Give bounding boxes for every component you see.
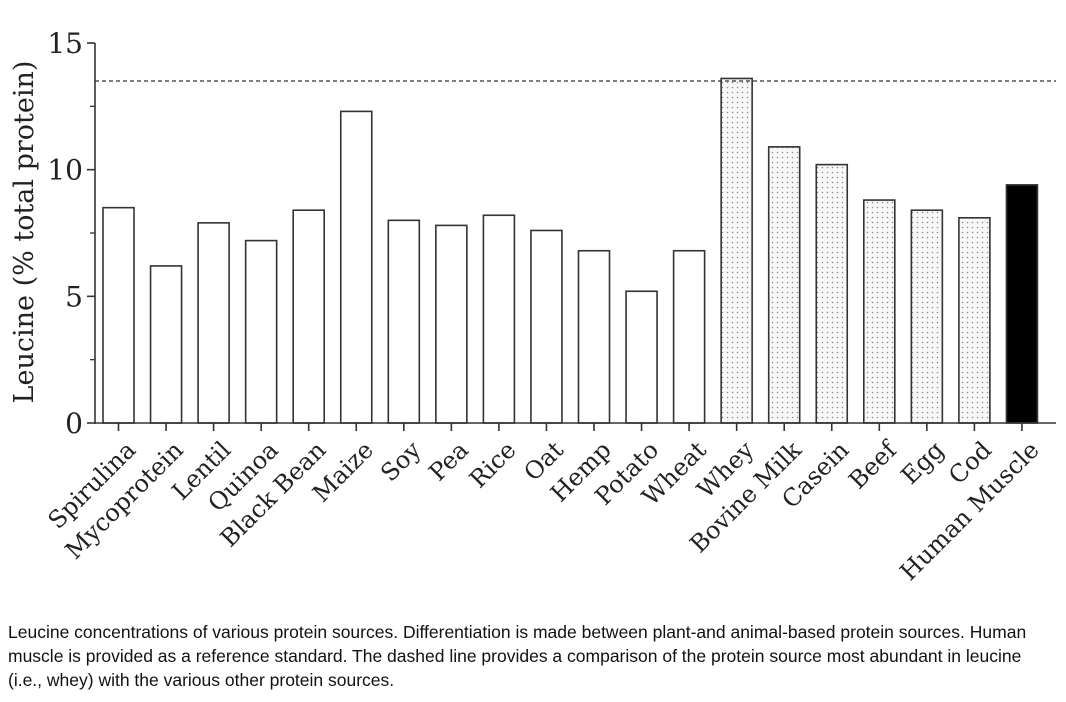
bar-hemp [577,249,611,424]
bar-maize [339,110,373,424]
y-tick-label-10: 10 [47,154,83,187]
x-tick-label-rice: Rice [464,436,522,494]
x-tick-label-beef: Beef [843,434,903,494]
figure-caption: Leucine concentrations of various protei… [8,622,1027,690]
y-axis-label: Leucine (% total protein) [9,61,40,404]
x-tick-label-egg: Egg [896,436,950,490]
bar-lentil [197,222,230,424]
bar-spirulina [102,206,135,424]
bar-potato [625,290,658,424]
bar-whey [720,77,753,424]
bar-egg [910,209,944,424]
bars-layer [102,77,1039,424]
bar-mycoprotein [149,265,183,424]
x-tick-label-soy: Soy [375,436,427,488]
x-tick-label-pea: Pea [423,436,474,487]
bar-pea [435,224,468,424]
y-tick-label-0: 0 [65,407,83,440]
axes-layer: 0 5 10 15 [47,27,1056,440]
y-tick-label-15: 15 [47,27,83,60]
bar-human-muscle [1005,184,1039,424]
bar-beef [862,199,896,424]
leucine-bar-chart: 0 5 10 15 SpirulinaMycoproteinLentilQuinoaB… [9,27,1056,586]
bar-casein [815,163,849,424]
bar-quinoa [244,239,278,424]
bar-bovine-milk [767,146,801,424]
bar-soy [387,219,421,424]
y-tick-label-5: 5 [65,280,83,313]
bar-wheat [672,249,706,424]
bar-oat [530,229,563,424]
bar-cod [958,217,991,424]
bar-black-bean [292,209,326,424]
bar-rice [482,214,516,424]
